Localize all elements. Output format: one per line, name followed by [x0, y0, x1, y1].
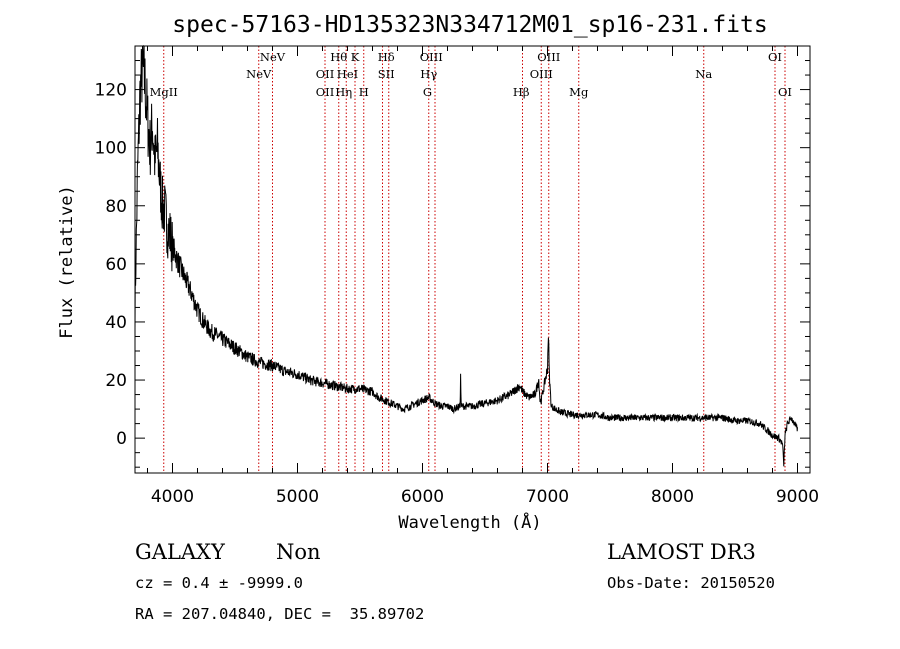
y-tick-label: 60 — [105, 255, 127, 275]
survey-name: LAMOST DR3 — [607, 540, 756, 564]
y-axis-ticks: 0 20 40 60 80 100 120 — [95, 60, 810, 468]
y-tick-label: 120 — [95, 81, 127, 101]
line-label-2: NeV — [260, 50, 286, 64]
spectrum-series-line — [134, 44, 798, 467]
line-label-16: OIII — [530, 67, 553, 81]
line-label-1: NeV — [246, 67, 272, 81]
reference-lines — [163, 46, 786, 473]
line-label-14: G — [423, 85, 432, 99]
line-label-18: Mg — [569, 85, 589, 99]
x-axis-label: Wavelength (Å) — [398, 511, 541, 533]
line-label-4: OII — [316, 85, 335, 99]
observation-date: Obs-Date: 20150520 — [607, 574, 775, 592]
x-tick-label: 9000 — [776, 487, 819, 507]
coordinates-readout: RA = 207.04840, DEC = 35.89702 — [135, 605, 424, 623]
line-label-19: Na — [695, 67, 712, 81]
line-label-21: OI — [778, 85, 792, 99]
chart-title: spec-57163-HD135323N334712M01_sp16-231.f… — [172, 12, 767, 38]
y-tick-label: 100 — [95, 139, 127, 159]
y-tick-label: 80 — [105, 197, 127, 217]
x-tick-label: 5000 — [276, 487, 319, 507]
y-tick-label: 20 — [105, 371, 127, 391]
line-label-11: SII — [378, 67, 395, 81]
redshift-readout: cz = 0.4 ± -9999.0 — [135, 574, 303, 592]
line-label-17: OIII — [537, 50, 560, 64]
line-label-12: OIII — [420, 50, 443, 64]
line-label-8: K — [351, 50, 360, 64]
line-label-6: Hη — [335, 85, 352, 99]
line-label-7: HeI — [337, 67, 358, 81]
line-label-13: Hγ — [420, 67, 437, 81]
line-label-10: Hδ — [378, 50, 395, 64]
line-label-5: Hθ — [330, 50, 347, 64]
x-tick-label: 8000 — [651, 487, 694, 507]
y-tick-label: 40 — [105, 313, 127, 333]
line-label-15: Hβ — [513, 85, 530, 99]
y-tick-label: 0 — [116, 429, 127, 449]
object-class: GALAXY — [135, 540, 226, 564]
object-subclass: Non — [276, 540, 321, 564]
x-tick-label: 7000 — [526, 487, 569, 507]
line-label-9: H — [359, 85, 369, 99]
line-label-0: MgII — [150, 85, 178, 99]
x-axis-ticks: 4000 5000 6000 7000 8000 9000 — [147, 46, 819, 507]
plot-frame — [134, 45, 811, 474]
x-tick-label: 6000 — [401, 487, 444, 507]
y-axis-label: Flux (relative) — [57, 185, 77, 339]
line-label-3: OII — [316, 67, 335, 81]
x-tick-label: 4000 — [151, 487, 194, 507]
line-label-20: OI — [768, 50, 782, 64]
